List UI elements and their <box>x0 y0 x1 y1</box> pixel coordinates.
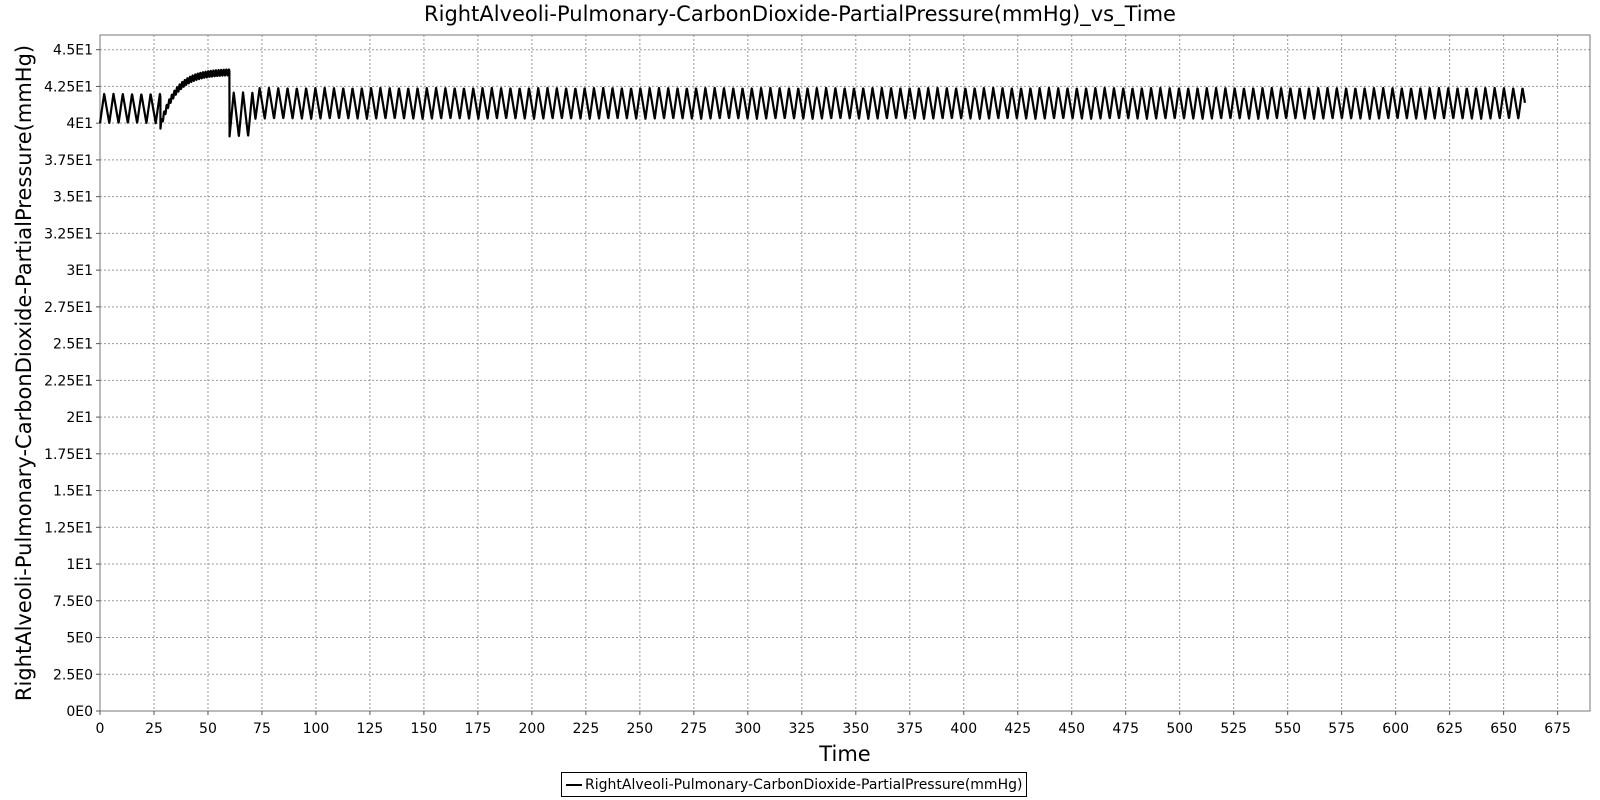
y-tick-label: 0E0 <box>66 704 93 720</box>
x-tick-label: 450 <box>1058 721 1085 737</box>
plot-area-border <box>99 34 1591 712</box>
y-tick-label: 2.25E1 <box>44 373 93 389</box>
legend-swatch <box>566 783 582 786</box>
y-tick-label: 7.5E0 <box>53 594 93 610</box>
y-tick-label: 4.25E1 <box>44 79 93 95</box>
x-tick-label: 600 <box>1382 721 1409 737</box>
x-tick-label: 575 <box>1328 721 1355 737</box>
y-tick-label: 3.25E1 <box>44 226 93 242</box>
x-axis: 0 25 50 75 100 125 150 175 200 225 250 275 300 325 350… <box>96 711 1571 737</box>
y-tick-label: 1.25E1 <box>44 520 93 536</box>
grid-lines <box>99 35 1590 712</box>
x-tick-label: 625 <box>1436 721 1463 737</box>
legend: RightAlveoli-Pulmonary-CarbonDioxide-Par… <box>561 772 1028 797</box>
y-tick-label: 3.75E1 <box>44 153 93 169</box>
x-tick-label: 175 <box>465 721 492 737</box>
y-tick-label: 3.5E1 <box>53 190 93 206</box>
x-axis-label: Time <box>818 742 870 766</box>
x-tick-label: 525 <box>1220 721 1247 737</box>
chart-title: RightAlveoli-Pulmonary-CarbonDioxide-Par… <box>424 2 1176 26</box>
y-tick-label: 1.5E1 <box>53 484 93 500</box>
x-tick-label: 250 <box>626 721 653 737</box>
legend-label: RightAlveoli-Pulmonary-CarbonDioxide-Par… <box>585 776 1023 793</box>
x-tick-label: 200 <box>519 721 546 737</box>
x-tick-label: 550 <box>1274 721 1301 737</box>
y-tick-label: 2.5E0 <box>53 667 93 683</box>
series-group <box>98 68 1527 138</box>
y-tick-label: 1.75E1 <box>44 447 93 463</box>
x-tick-label: 375 <box>896 721 923 737</box>
y-tick-label: 2.75E1 <box>44 300 93 316</box>
y-tick-label: 5E0 <box>66 631 93 647</box>
x-tick-label: 100 <box>303 721 330 737</box>
x-tick-label: 300 <box>734 721 761 737</box>
x-tick-label: 400 <box>950 721 977 737</box>
x-tick-label: 425 <box>1004 721 1031 737</box>
y-tick-label: 3E1 <box>66 263 93 279</box>
x-tick-label: 25 <box>145 721 163 737</box>
x-tick-label: 350 <box>842 721 869 737</box>
y-axis-label: RightAlveoli-Pulmonary-CarbonDioxide-Par… <box>12 45 36 701</box>
y-tick-label: 4.5E1 <box>53 43 93 59</box>
x-tick-label: 675 <box>1544 721 1571 737</box>
x-tick-label: 125 <box>357 721 384 737</box>
x-tick-label: 75 <box>253 721 271 737</box>
x-tick-label: 275 <box>680 721 707 737</box>
x-tick-label: 500 <box>1166 721 1193 737</box>
x-tick-label: 650 <box>1490 721 1517 737</box>
y-tick-label: 2E1 <box>66 410 93 426</box>
x-tick-label: 475 <box>1112 721 1139 737</box>
x-tick-label: 225 <box>573 721 600 737</box>
y-tick-label: 2.5E1 <box>53 337 93 353</box>
x-tick-label: 150 <box>411 721 438 737</box>
series-line <box>98 68 1527 138</box>
y-tick-label: 4E1 <box>66 116 93 132</box>
y-tick-label: 1E1 <box>66 557 93 573</box>
x-tick-label: 325 <box>788 721 815 737</box>
y-axis: 0E0 2.5E0 5E0 7.5E0 1E1 1.25E1 1.5E1 1.75E1 2E1 2… <box>44 43 100 720</box>
x-tick-label: 50 <box>199 721 217 737</box>
x-tick-label: 0 <box>96 721 105 737</box>
